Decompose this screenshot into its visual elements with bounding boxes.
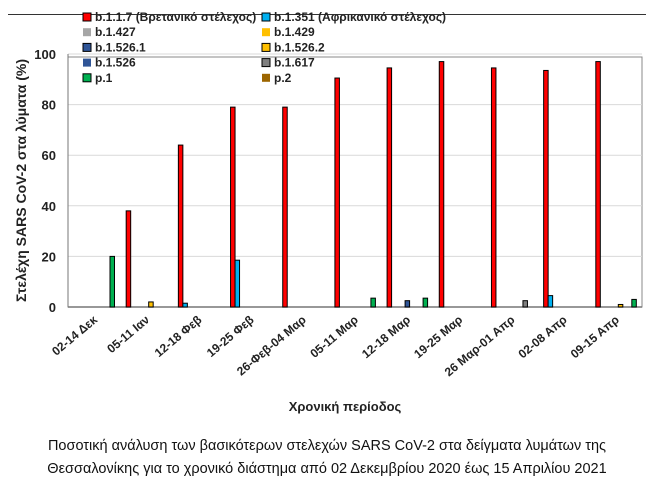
x-tick-label: 19-25 Φεβ bbox=[204, 313, 257, 360]
x-tick-label: 09-15 Απρ bbox=[568, 313, 622, 362]
legend-swatch bbox=[83, 58, 91, 67]
y-tick-label: 60 bbox=[42, 148, 56, 163]
bar-b.1.1.7 bbox=[490, 67, 497, 308]
legend-label: p.1 bbox=[95, 71, 113, 85]
bar-p.1 bbox=[109, 255, 115, 308]
x-tick-label: 12-18 Μαρ bbox=[359, 313, 413, 362]
bar-b.1.1.7 bbox=[543, 69, 549, 308]
y-axis-label: Στελέχη SARS CoV-2 στα λύματα (%) bbox=[13, 59, 29, 302]
legend-label: b.1.526.1 bbox=[95, 40, 146, 54]
legend-swatch bbox=[262, 73, 270, 82]
y-tick-label: 100 bbox=[34, 47, 56, 62]
bar-b.1.1.7 bbox=[386, 67, 393, 308]
caption-line-2: Θεσσαλονίκης για το χρονικό διάστημα από… bbox=[47, 461, 607, 477]
bar-b.1.526.2 bbox=[148, 301, 154, 308]
bar-b.1.1.7 bbox=[334, 77, 340, 308]
legend-label: b.1.429 bbox=[274, 25, 315, 39]
legend-label: b.1.617 bbox=[274, 56, 315, 70]
y-tick-label: 0 bbox=[49, 300, 56, 315]
x-tick-label: 05-11 Ιαν bbox=[104, 312, 152, 356]
x-tick-label: 05-11 Μαρ bbox=[307, 313, 361, 361]
legend-swatch bbox=[82, 73, 92, 83]
legend-label: b.1.427 bbox=[95, 25, 136, 39]
plot-area bbox=[67, 56, 643, 308]
x-axis-label: Χρονική περίοδος bbox=[289, 399, 402, 414]
legend-label: b.1.1.7 (Βρετανικό στέλεχος) bbox=[95, 10, 256, 24]
chart-frame bbox=[8, 14, 646, 425]
caption-line-1: Ποσοτική ανάλυση των βασικότερων στελεχώ… bbox=[47, 438, 607, 454]
bar-b.1.526.2 bbox=[617, 303, 624, 308]
legend-swatch bbox=[82, 42, 92, 52]
bar-b.1.617 bbox=[522, 300, 528, 308]
bar-b.1.1.7 bbox=[282, 106, 288, 308]
bar-b.1.526.1 bbox=[404, 300, 411, 308]
bar-b.1.351 bbox=[547, 295, 554, 308]
bar-p.1 bbox=[370, 297, 376, 308]
y-tick-label: 20 bbox=[42, 249, 56, 264]
bar-b.1.351 bbox=[182, 302, 188, 308]
legend-label: p.2 bbox=[274, 71, 292, 85]
x-tick-label: 02-14 Δεκ bbox=[49, 312, 100, 358]
legend-swatch bbox=[261, 58, 271, 68]
bar-b.1.351 bbox=[234, 259, 241, 308]
legend-swatch bbox=[83, 28, 91, 37]
bar-b.1.1.7 bbox=[177, 144, 184, 308]
legend-swatch bbox=[261, 42, 271, 52]
y-tick-label: 80 bbox=[42, 98, 56, 113]
legend-swatch bbox=[82, 12, 92, 22]
legend-swatch bbox=[261, 12, 271, 22]
legend-label: b.1.526.2 bbox=[274, 40, 325, 54]
bar-p.1 bbox=[422, 297, 429, 308]
bar-b.1.1.7 bbox=[438, 61, 445, 308]
legend-swatch bbox=[262, 28, 270, 37]
legend-label: b.1.351 (Αφρικανικό στέλεχος) bbox=[274, 10, 446, 24]
y-tick-label: 40 bbox=[42, 199, 56, 214]
bar-b.1.1.7 bbox=[595, 61, 601, 308]
x-tick-label: 02-08 Απρ bbox=[516, 313, 570, 362]
x-tick-label: 19-25 Μαρ bbox=[411, 313, 465, 362]
bar-b.1.1.7 bbox=[230, 106, 236, 308]
x-tick-label: 12-18 Φεβ bbox=[152, 313, 205, 360]
bar-p.1 bbox=[631, 298, 637, 308]
legend-label: b.1.526 bbox=[95, 56, 136, 70]
bar-b.1.1.7 bbox=[125, 210, 132, 308]
